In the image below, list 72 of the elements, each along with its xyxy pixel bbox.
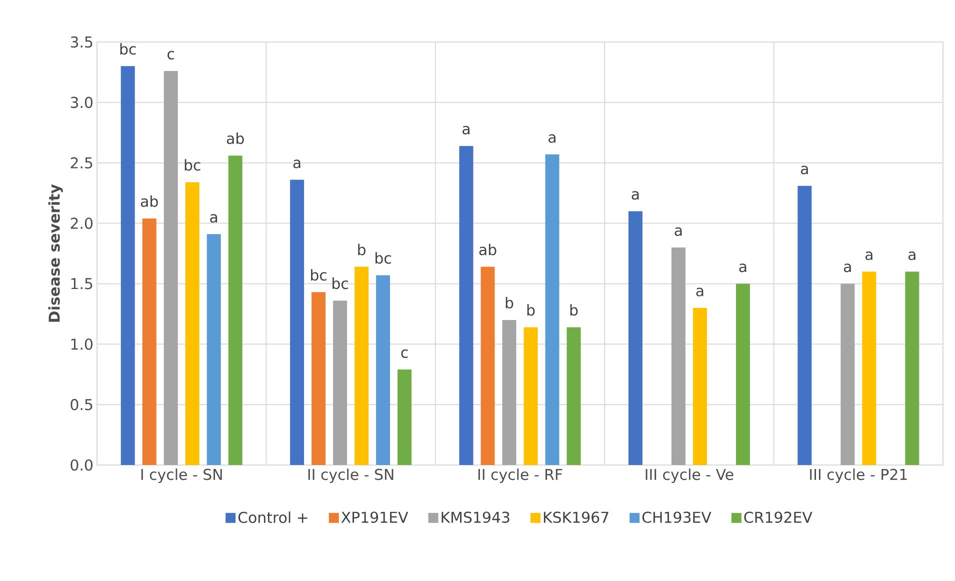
data-label: ab: [226, 132, 244, 144]
data-label: b: [527, 304, 535, 316]
data-label: a: [800, 166, 808, 174]
data-label: bc: [376, 252, 391, 264]
legend-label: KMS1943: [442, 512, 510, 523]
bar: [671, 247, 686, 465]
legend-label: Control +: [238, 511, 308, 524]
bar: [290, 180, 304, 465]
data-label: b: [358, 244, 366, 256]
legend-label: XP191EV: [341, 512, 408, 523]
bar: [480, 266, 495, 465]
data-label: a: [674, 227, 682, 236]
x-tick-label: I cycle - SN: [141, 468, 222, 483]
bar: [376, 275, 390, 465]
y-tick-label: 2.0: [70, 218, 92, 229]
bar: [459, 146, 474, 465]
x-tick-label: III cycle - P21: [810, 468, 907, 483]
x-tick-label: III cycle - Ve: [646, 468, 734, 483]
x-tick-label: II cycle - RF: [478, 468, 562, 483]
data-label: a: [908, 252, 916, 260]
x-tick-label: II cycle - SN: [308, 468, 394, 483]
bar: [354, 266, 369, 465]
data-label: a: [844, 264, 851, 272]
data-label: a: [865, 252, 872, 260]
bar: [185, 182, 200, 465]
data-label: a: [696, 288, 704, 296]
data-label: a: [548, 134, 556, 143]
y-tick-label: 0.5: [70, 398, 92, 410]
bar: [312, 292, 326, 465]
bar: [840, 284, 855, 465]
data-label: c: [401, 349, 408, 358]
bar: [164, 71, 178, 465]
bar: [736, 284, 750, 465]
y-axis-title: Disease severity: [48, 184, 63, 322]
bar: [120, 66, 135, 465]
bar: [206, 234, 221, 465]
legend-label: KSK1967: [544, 512, 608, 523]
data-label: a: [293, 160, 300, 168]
data-label: a: [462, 126, 470, 134]
y-tick-label: 3.0: [70, 96, 92, 108]
y-tick-label: 1.5: [71, 278, 92, 290]
data-label: c: [168, 50, 174, 60]
data-label: b: [570, 304, 578, 316]
legend-label: CH193EV: [642, 512, 712, 523]
bar: [398, 370, 412, 465]
bar: [142, 218, 156, 465]
data-label: bc: [120, 43, 136, 55]
y-tick-label: 3.5: [70, 36, 92, 48]
bar: [862, 272, 876, 465]
legend-label: CR192EV: [744, 512, 812, 523]
bar: [798, 186, 812, 465]
bar: [566, 327, 581, 465]
bar: [524, 327, 538, 465]
bar: [333, 300, 348, 465]
bar: [692, 308, 707, 465]
data-label: bc: [184, 159, 200, 171]
data-label: ab: [479, 244, 496, 256]
data-label: a: [632, 191, 639, 200]
data-label: a: [210, 214, 218, 223]
bar: [545, 154, 560, 465]
bar: [228, 156, 242, 465]
bar: [905, 272, 920, 465]
y-tick-label: 2.5: [70, 157, 92, 169]
bar: [628, 211, 642, 465]
data-label: b: [506, 296, 514, 308]
bar: [502, 320, 516, 465]
data-label: bc: [332, 278, 348, 290]
y-tick-label: 1.0: [71, 338, 92, 350]
y-tick-label: 0.0: [70, 459, 92, 471]
data-label: a: [739, 264, 746, 272]
data-label: bc: [311, 269, 326, 281]
data-label: ab: [140, 195, 158, 207]
